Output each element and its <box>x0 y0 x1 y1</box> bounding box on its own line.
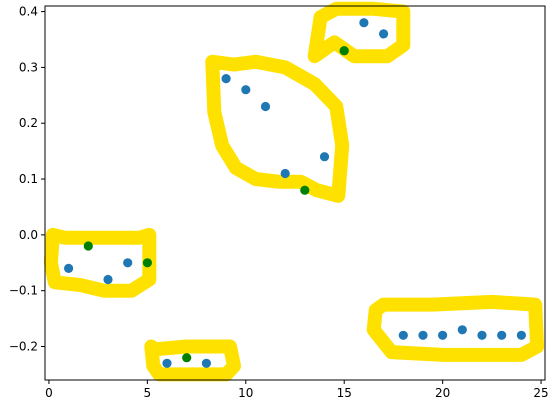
highlight-outline-3 <box>205 54 350 203</box>
data-point-s1-15 <box>418 330 428 340</box>
data-point-s2-2 <box>142 258 152 268</box>
highlight-outline-1 <box>43 227 157 298</box>
y-tick-label: −0.2 <box>9 340 38 354</box>
y-tick-label: −0.1 <box>9 284 38 298</box>
x-tick-label: 25 <box>533 386 548 400</box>
data-point-s1-19 <box>497 330 507 340</box>
axes: 0 5 10 15 20 25 −0.2 −0.1 0.0 0.1 0.2 0.3 0.4 <box>9 5 549 400</box>
data-point-s1-5 <box>201 358 211 368</box>
data-point-s1-6 <box>221 74 231 84</box>
data-point-s1-13 <box>379 29 389 39</box>
y-tick-label: 0.3 <box>19 60 38 74</box>
data-point-s1-4 <box>162 358 172 368</box>
x-tick-label: 5 <box>144 386 152 400</box>
x-tick-label: 15 <box>337 386 352 400</box>
highlight-outline-2 <box>144 339 241 382</box>
data-point-s2-4 <box>300 185 310 195</box>
highlight-layer <box>43 1 545 382</box>
axes-frame <box>44 5 546 381</box>
x-tick-label: 0 <box>45 386 53 400</box>
x-tick-label: 20 <box>435 386 450 400</box>
data-point-s1-3 <box>123 258 133 268</box>
data-point-s1-17 <box>457 325 467 335</box>
data-point-s2-1 <box>83 241 93 251</box>
y-tick-label: 0.1 <box>19 172 38 186</box>
y-tick-label: 0.0 <box>19 228 38 242</box>
data-point-s1-2 <box>103 274 113 285</box>
data-point-s1-14 <box>398 330 408 340</box>
data-point-s1-9 <box>280 168 290 179</box>
data-point-s1-7 <box>241 85 251 95</box>
data-point-s1-18 <box>477 330 487 340</box>
data-point-s2-3 <box>182 353 192 363</box>
data-point-s1-16 <box>438 330 448 340</box>
data-point-s1-10 <box>319 152 330 162</box>
data-point-s1-8 <box>260 101 271 112</box>
highlight-outline-5 <box>366 294 545 362</box>
point-layer <box>64 18 527 368</box>
data-point-s1-12 <box>359 18 369 28</box>
data-point-s1-20 <box>516 330 527 340</box>
y-tick-label: 0.4 <box>19 5 38 19</box>
y-tick-label: 0.2 <box>19 116 38 130</box>
data-point-s2-5 <box>339 46 349 56</box>
data-point-s1-1 <box>64 263 74 273</box>
x-tick-label: 10 <box>238 386 253 400</box>
